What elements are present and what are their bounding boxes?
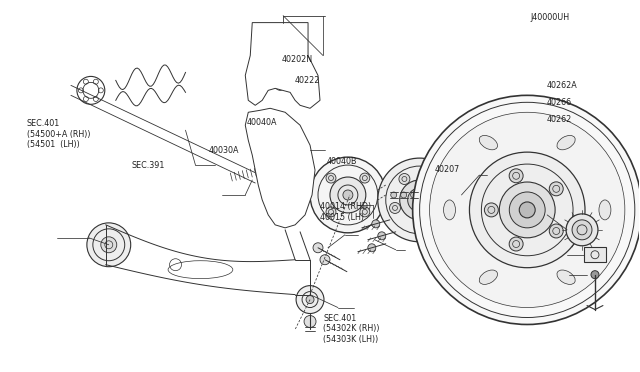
Text: 40030A: 40030A xyxy=(209,146,239,155)
Circle shape xyxy=(499,182,555,238)
Circle shape xyxy=(306,296,314,304)
Text: SEC.391: SEC.391 xyxy=(132,161,165,170)
Circle shape xyxy=(408,188,431,212)
Ellipse shape xyxy=(599,200,611,220)
Text: 40262A: 40262A xyxy=(547,81,577,90)
Circle shape xyxy=(326,207,336,217)
Circle shape xyxy=(378,232,386,240)
Circle shape xyxy=(391,192,397,198)
Circle shape xyxy=(399,173,410,185)
Circle shape xyxy=(572,220,592,240)
Circle shape xyxy=(368,244,376,252)
Circle shape xyxy=(310,157,386,233)
Circle shape xyxy=(390,202,401,214)
Ellipse shape xyxy=(557,270,575,284)
Circle shape xyxy=(283,32,297,45)
Text: 40014 (RHD)
40015 (LH): 40014 (RHD) 40015 (LH) xyxy=(320,202,371,222)
Circle shape xyxy=(429,112,625,308)
FancyBboxPatch shape xyxy=(584,247,606,262)
Circle shape xyxy=(77,76,105,104)
Circle shape xyxy=(591,271,599,279)
Circle shape xyxy=(469,152,585,268)
Text: J40000UH: J40000UH xyxy=(531,13,570,22)
Circle shape xyxy=(87,223,131,267)
Text: 40040B: 40040B xyxy=(326,157,357,166)
Text: 40207: 40207 xyxy=(435,165,460,174)
Ellipse shape xyxy=(479,135,497,150)
Text: 40202N: 40202N xyxy=(282,55,313,64)
Ellipse shape xyxy=(479,270,497,284)
Circle shape xyxy=(401,192,406,198)
Ellipse shape xyxy=(444,200,456,220)
Polygon shape xyxy=(245,23,320,108)
Circle shape xyxy=(509,169,523,183)
Text: SEC.401
(54500+A (RH))
(54501  (LH)): SEC.401 (54500+A (RH)) (54501 (LH)) xyxy=(27,119,90,149)
Circle shape xyxy=(343,190,353,200)
Circle shape xyxy=(296,286,324,314)
Circle shape xyxy=(360,207,370,217)
Text: 40266: 40266 xyxy=(547,98,572,107)
Polygon shape xyxy=(245,108,315,228)
Circle shape xyxy=(330,177,366,213)
Circle shape xyxy=(411,192,417,198)
Circle shape xyxy=(313,243,323,253)
Text: 40040A: 40040A xyxy=(246,119,277,128)
Circle shape xyxy=(549,224,563,238)
Circle shape xyxy=(400,180,440,220)
Circle shape xyxy=(509,192,545,228)
Circle shape xyxy=(326,173,336,183)
Circle shape xyxy=(439,202,450,214)
Circle shape xyxy=(101,237,116,253)
Circle shape xyxy=(549,182,563,196)
Circle shape xyxy=(304,315,316,327)
Text: 40222: 40222 xyxy=(294,76,320,85)
Circle shape xyxy=(414,220,425,231)
Circle shape xyxy=(261,32,275,45)
Circle shape xyxy=(519,202,535,218)
Circle shape xyxy=(320,255,330,265)
Circle shape xyxy=(415,195,424,205)
Circle shape xyxy=(566,214,598,246)
Text: 40262: 40262 xyxy=(547,115,572,124)
Circle shape xyxy=(484,203,499,217)
Circle shape xyxy=(413,95,640,324)
Circle shape xyxy=(378,158,461,242)
Text: SEC.401
(54302K (RH))
(54303K (LH)): SEC.401 (54302K (RH)) (54303K (LH)) xyxy=(323,314,380,344)
Circle shape xyxy=(360,173,370,183)
Circle shape xyxy=(509,237,523,251)
Circle shape xyxy=(372,220,380,228)
Ellipse shape xyxy=(557,135,575,150)
Circle shape xyxy=(429,173,440,185)
